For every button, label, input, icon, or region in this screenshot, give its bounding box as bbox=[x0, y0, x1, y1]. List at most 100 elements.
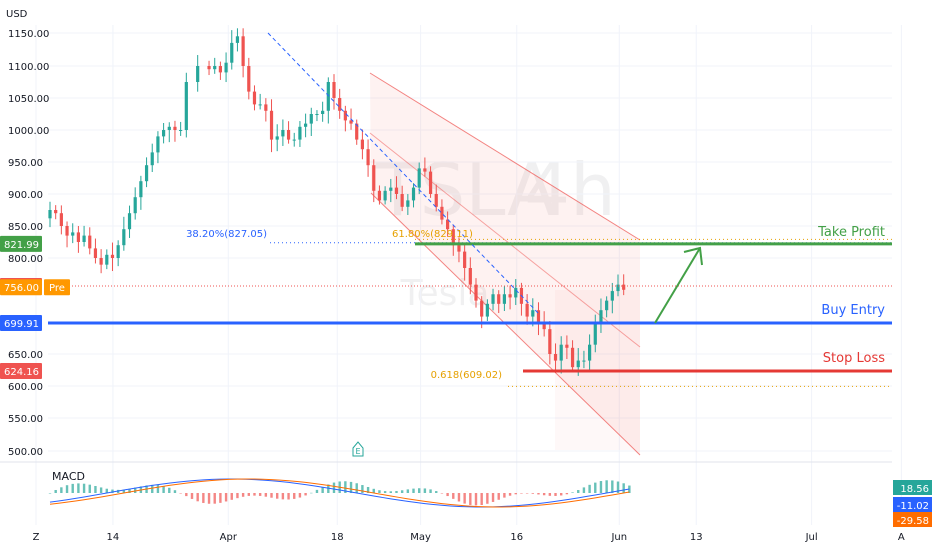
macd-bar bbox=[616, 481, 620, 493]
macd-bar bbox=[293, 493, 296, 499]
macd-bar bbox=[349, 481, 353, 493]
candle-body bbox=[531, 310, 535, 317]
candle-body bbox=[332, 82, 336, 98]
target-arrow-line bbox=[654, 247, 701, 324]
macd-bar bbox=[406, 489, 410, 493]
y-tick-label: 1100.00 bbox=[8, 62, 49, 73]
candle-body bbox=[230, 42, 234, 63]
macd-bar bbox=[525, 493, 529, 494]
candle-body bbox=[553, 354, 558, 361]
candle-body bbox=[525, 303, 529, 317]
candle-body bbox=[457, 245, 461, 252]
macd-title: MACD bbox=[52, 470, 85, 483]
macd-bar bbox=[514, 493, 517, 495]
macd-bar bbox=[264, 493, 268, 497]
macd-bar bbox=[582, 487, 586, 493]
macd-bar bbox=[270, 493, 273, 498]
macd-bar bbox=[128, 488, 131, 493]
price-badge-label: 821.99 bbox=[4, 240, 39, 251]
candle-body bbox=[446, 219, 450, 230]
candle-body bbox=[622, 284, 626, 290]
macd-bar bbox=[298, 493, 302, 498]
candle-body bbox=[605, 300, 609, 311]
candle-body bbox=[309, 114, 313, 124]
currency-label: USD bbox=[6, 9, 28, 20]
macd-bar bbox=[435, 491, 438, 493]
y-tick-label: 600.00 bbox=[8, 382, 43, 393]
x-tick-label: 16 bbox=[510, 532, 523, 543]
macd-bar bbox=[219, 493, 222, 503]
candle-body bbox=[281, 130, 285, 137]
macd-bar bbox=[99, 487, 103, 493]
macd-bar bbox=[276, 493, 279, 499]
candle-body bbox=[156, 136, 160, 153]
candle-body bbox=[184, 82, 188, 130]
macd-bar bbox=[247, 493, 250, 496]
candle-body bbox=[116, 245, 120, 258]
candle-body bbox=[400, 194, 404, 207]
macd-bar bbox=[173, 490, 177, 493]
macd-badge-label: -11.02 bbox=[897, 501, 929, 512]
fib-618-upper-label: 61.80%(829.11) bbox=[392, 229, 473, 240]
candle-body bbox=[207, 66, 211, 70]
candle-body bbox=[122, 229, 126, 246]
candle-body bbox=[292, 139, 296, 141]
candle-body bbox=[502, 294, 506, 304]
candle-body bbox=[110, 254, 115, 258]
macd-bar bbox=[605, 480, 608, 493]
target-arrow-head bbox=[683, 246, 703, 266]
macd-bar bbox=[480, 493, 483, 506]
macd-bar bbox=[327, 484, 330, 493]
macd-bar bbox=[594, 482, 597, 493]
candle-body bbox=[315, 114, 319, 115]
candle-body bbox=[355, 123, 359, 140]
macd-bar bbox=[77, 483, 80, 493]
macd-badge bbox=[893, 512, 932, 527]
candle-body bbox=[338, 98, 342, 111]
earnings-marker[interactable]: E bbox=[352, 441, 364, 457]
macd-bar bbox=[281, 493, 285, 500]
macd-bar bbox=[588, 484, 591, 493]
macd-bar bbox=[361, 485, 364, 493]
candle-body bbox=[235, 36, 240, 43]
macd-bar bbox=[48, 493, 52, 494]
y-tick-label: 1000.00 bbox=[8, 126, 49, 137]
candle-body bbox=[196, 66, 200, 82]
macd-bar bbox=[241, 493, 245, 497]
macd-bar bbox=[122, 489, 126, 493]
signal-line bbox=[49, 478, 630, 508]
candle-body bbox=[76, 232, 80, 242]
candle-body bbox=[127, 213, 132, 230]
macd-bar bbox=[389, 491, 392, 493]
candle-body bbox=[428, 171, 433, 194]
candle-body bbox=[241, 36, 245, 66]
candle-body bbox=[48, 210, 52, 219]
macd-bar bbox=[383, 491, 387, 493]
candle-body bbox=[582, 360, 586, 362]
macd-bar bbox=[400, 490, 404, 493]
x-tick-label: A bbox=[898, 532, 905, 543]
candle-body bbox=[394, 187, 399, 194]
macd-bar bbox=[321, 487, 324, 493]
candle-body bbox=[99, 258, 103, 265]
macd-bar bbox=[332, 482, 336, 493]
macd-bar bbox=[548, 493, 552, 496]
candle-body bbox=[360, 139, 364, 150]
stop-loss-label: Stop Loss bbox=[823, 351, 885, 366]
macd-bar bbox=[185, 493, 188, 497]
candle-body bbox=[264, 104, 268, 111]
candle-body bbox=[423, 168, 427, 172]
candle-body bbox=[599, 310, 603, 323]
candle-body bbox=[343, 110, 347, 121]
macd-bar bbox=[82, 483, 86, 493]
macd-bar bbox=[196, 493, 199, 502]
candle-body bbox=[474, 284, 478, 301]
x-tick-label: Jun bbox=[610, 532, 627, 543]
candle-body bbox=[491, 294, 495, 304]
macd-bar bbox=[560, 493, 563, 496]
macd-bar bbox=[599, 481, 603, 493]
macd-bar bbox=[213, 493, 216, 504]
take-profit-label: Take Profit bbox=[817, 225, 885, 240]
y-tick-label: 850.00 bbox=[8, 222, 43, 233]
